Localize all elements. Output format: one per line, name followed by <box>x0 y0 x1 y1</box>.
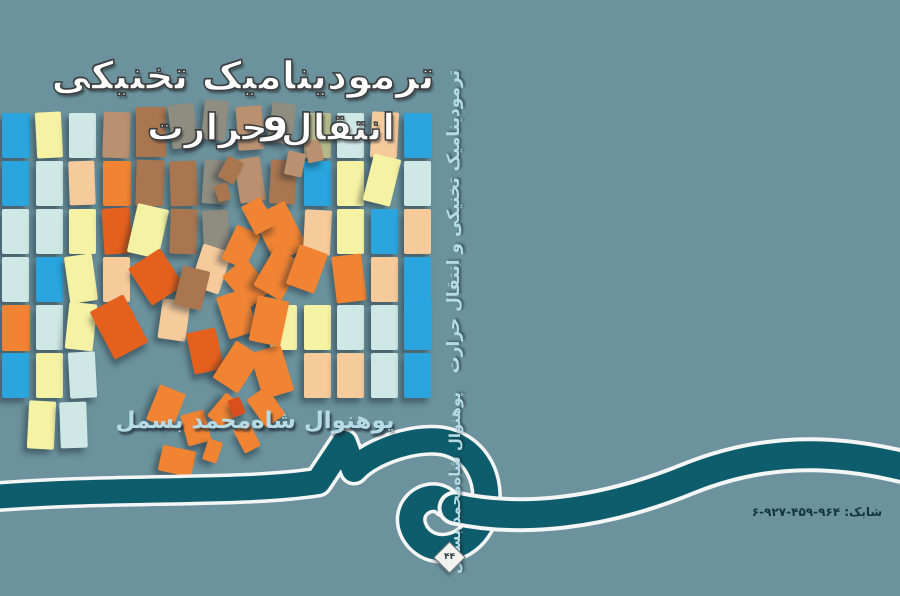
mosaic-tile <box>69 113 96 158</box>
mosaic-tile <box>36 305 63 350</box>
mosaic-tile <box>404 113 432 158</box>
book-title-line1: ترمودینامیک تخنیکی <box>51 53 435 99</box>
mosaic-tile <box>36 257 63 302</box>
mosaic-tile <box>404 300 432 350</box>
mosaic-tile <box>404 209 431 254</box>
mosaic-tile <box>103 161 131 206</box>
mosaic-tile <box>337 113 364 158</box>
mosaic-tile <box>2 305 30 351</box>
mosaic-tile <box>2 209 29 254</box>
mosaic-tile <box>2 161 29 206</box>
mosaic-tile <box>371 305 398 350</box>
mosaic-tile <box>36 353 63 398</box>
spine-author: پوهنوال شاه‌محمد بسمل <box>446 392 464 574</box>
mosaic-tile <box>404 257 431 302</box>
mosaic-tile <box>304 161 331 206</box>
mosaic-tile <box>69 209 96 254</box>
mosaic-tile <box>136 107 166 157</box>
mosaic-tile <box>304 353 331 398</box>
author-name-front: پوهنوال شاه‌محمد بسمل <box>115 408 395 434</box>
mosaic-tile <box>371 209 398 254</box>
mosaic-tile <box>36 161 63 206</box>
mosaic-tile <box>2 353 29 398</box>
mosaic-tile <box>371 353 398 398</box>
badge-text: ۴۴ <box>444 552 455 562</box>
mosaic-tile <box>2 257 29 302</box>
book-title-conjunction: و <box>260 87 290 142</box>
mosaic-tile <box>337 209 364 254</box>
spine-title: ترمودینامیک تخنیکی و انتقال حرارت <box>444 70 464 374</box>
mosaic-tile <box>337 305 364 350</box>
mosaic-tile <box>304 305 331 350</box>
mosaic-tile <box>404 353 431 398</box>
mosaic-tile <box>337 353 364 398</box>
mosaic-tile <box>371 257 398 302</box>
mosaic-tile <box>103 257 130 302</box>
mosaic-tile <box>337 161 364 206</box>
book-title-line2: انتقال حرارت <box>146 105 396 149</box>
mosaic-tile <box>404 161 431 206</box>
isbn-text: شابک: ۹۶۴-۴۵۹-۹۲۷-۶ <box>751 505 883 519</box>
mosaic-tile <box>36 209 63 254</box>
mosaic-tile <box>2 113 30 158</box>
